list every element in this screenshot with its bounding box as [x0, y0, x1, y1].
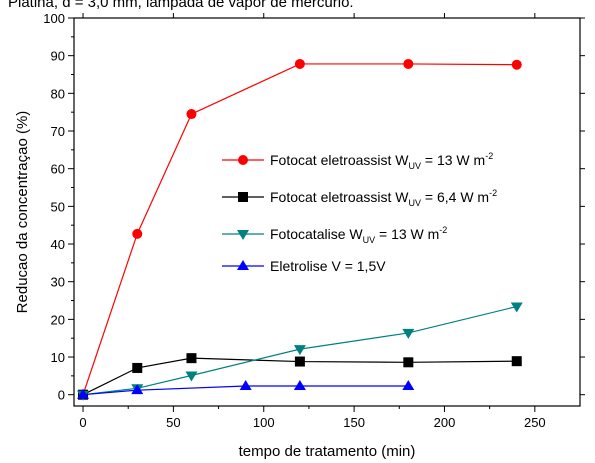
legend-label: Fotocatalise WUV = 13 W m-2: [270, 225, 447, 245]
plot-frame: [73, 17, 581, 407]
data-point: [294, 356, 305, 367]
legend-text: Fotocatalise W: [270, 226, 363, 242]
data-point: [132, 228, 143, 239]
series-line: [82, 357, 517, 396]
legend-text: = 13 W m: [375, 226, 439, 242]
y-tick-label: 40: [51, 237, 65, 252]
data-point: [239, 380, 252, 391]
legend-superscript: -2: [439, 225, 447, 235]
series-layer: [77, 58, 523, 401]
data-point: [293, 345, 306, 356]
data-point: [510, 302, 523, 313]
legend-marker: [238, 192, 248, 202]
legend-text: Fotocat eletroassist W: [270, 189, 409, 205]
x-tick-label: 0: [79, 415, 86, 430]
y-tick-label: 100: [43, 11, 65, 26]
y-tick-label: 20: [51, 312, 65, 327]
data-point: [402, 328, 415, 339]
data-point: [294, 58, 305, 69]
axes: 0 50 100 150 200 250 0 10 20 30 40 50 60 70 80 90 100: [43, 11, 585, 430]
legend-entry: Fotocat eletroassist WUV = 6,4 W m-2: [222, 188, 497, 208]
y-tick-label: 30: [51, 275, 65, 290]
data-point: [511, 59, 522, 70]
legend-subscript: UV: [409, 198, 422, 208]
legend-marker: [237, 260, 249, 270]
legend-label: Eletrolise V = 1,5V: [270, 258, 386, 274]
y-tick-label: 0: [58, 388, 65, 403]
legend-label: Fotocat eletroassist WUV = 13 W m-2: [270, 151, 493, 171]
y-tick-label: 10: [51, 350, 65, 365]
y-tick-label: 80: [51, 86, 65, 101]
legend-marker: [238, 155, 248, 165]
data-point: [77, 388, 90, 399]
data-point: [293, 380, 306, 391]
y-axis-title: Reducao da concentraçao (%): [14, 111, 31, 314]
data-point: [402, 380, 415, 391]
legend-text: Fotocat eletroassist W: [270, 152, 409, 168]
data-point: [403, 357, 414, 368]
data-point: [131, 384, 144, 395]
data-point: [186, 109, 197, 120]
series-2: [78, 353, 522, 400]
series-4: [77, 380, 415, 399]
legend: Fotocat eletroassist WUV = 13 W m-2 Foto…: [222, 151, 497, 274]
y-tick-label: 60: [51, 162, 65, 177]
legend-text: Eletrolise V = 1,5V: [270, 258, 386, 274]
legend-subscript: UV: [409, 161, 422, 171]
x-axis-title: tempo de tratamento (min): [239, 443, 416, 460]
x-tick-label: 250: [524, 415, 546, 430]
series-line: [82, 63, 517, 395]
data-point: [185, 371, 198, 382]
x-tick-label: 50: [166, 415, 180, 430]
legend-entry: Fotocatalise WUV = 13 W m-2: [222, 225, 447, 245]
legend-superscript: -2: [485, 151, 493, 161]
y-tick-label: 50: [51, 199, 65, 214]
figure-caption: Platina, d = 3,0 mm, lâmpada de vapor de…: [8, 0, 354, 11]
x-tick-label: 200: [434, 415, 456, 430]
data-point: [186, 353, 197, 364]
y-tick-label: 70: [51, 124, 65, 139]
legend-text: = 6,4 W m: [421, 189, 489, 205]
x-tick-label: 100: [253, 415, 275, 430]
data-point: [511, 356, 522, 367]
legend-superscript: -2: [489, 188, 497, 198]
legend-entry: Eletrolise V = 1,5V: [222, 258, 386, 274]
legend-text: = 13 W m: [421, 152, 485, 168]
legend-label: Fotocat eletroassist WUV = 6,4 W m-2: [270, 188, 497, 208]
y-tick-label: 90: [51, 49, 65, 64]
data-point: [403, 58, 414, 69]
legend-subscript: UV: [363, 235, 376, 245]
x-tick-label: 150: [343, 415, 365, 430]
series-line: [82, 305, 517, 396]
legend-entry: Fotocat eletroassist WUV = 13 W m-2: [222, 151, 493, 171]
data-point: [132, 362, 143, 373]
legend-marker: [237, 230, 249, 240]
